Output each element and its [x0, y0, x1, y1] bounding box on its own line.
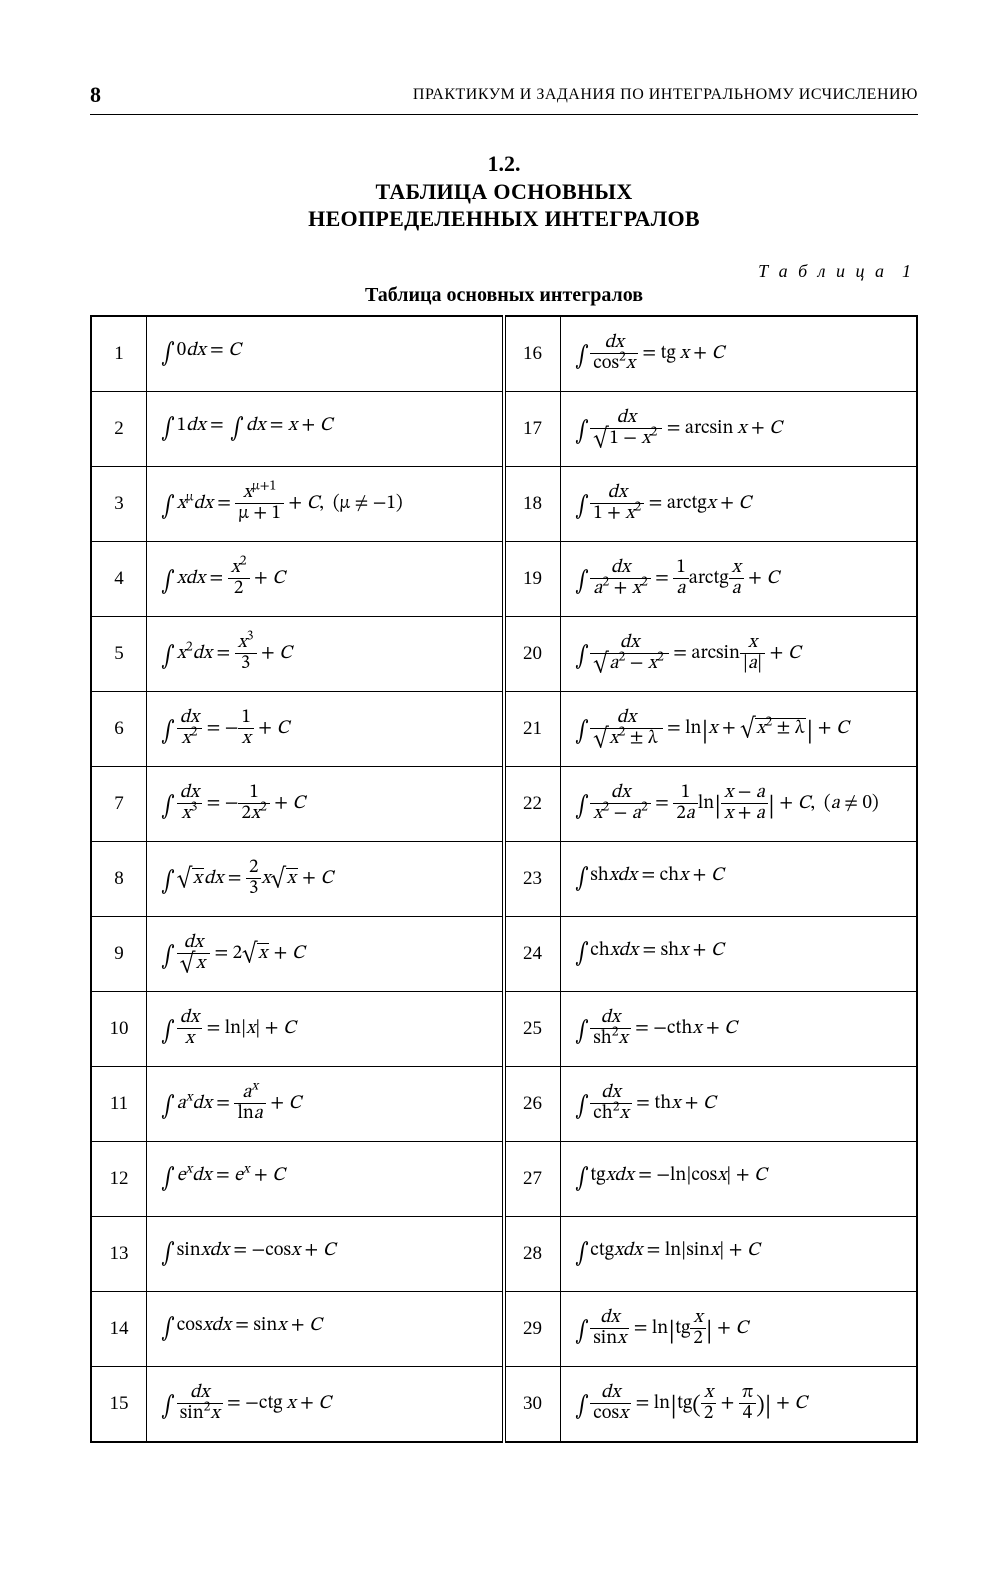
integral-formula: ∫ctgxdx = ln|sinx| + C — [560, 1216, 917, 1291]
row-number: 7 — [91, 766, 147, 841]
table-row: 7 ∫dxx3 = −12x2 + C 22 ∫dxx2 − a2 = 12al… — [91, 766, 917, 841]
running-head: ПРАКТИКУМ И ЗАДАНИЯ ПО ИНТЕГРАЛЬНОМУ ИСЧ… — [200, 86, 918, 104]
row-number: 29 — [504, 1291, 561, 1366]
integral-formula: ∫tgxdx = −ln|cosx| + C — [560, 1141, 917, 1216]
table-row: 6 ∫dxx2 = −1x + C 21 ∫dx√x2 ± λ = ln|x +… — [91, 691, 917, 766]
row-number: 19 — [504, 541, 561, 616]
integral-formula: ∫xdx = x22 + C — [147, 541, 504, 616]
table-row: 10 ∫dxx = ln|x| + C 25 ∫dxsh2x = −cthx +… — [91, 991, 917, 1066]
row-number: 16 — [504, 316, 561, 392]
row-number: 18 — [504, 466, 561, 541]
table-row: 11 ∫axdx = axlna + C 26 ∫dxch2x = thx + … — [91, 1066, 917, 1141]
integral-formula: ∫dxcos2x = tgx + C — [560, 316, 917, 392]
integral-formula: ∫dx1 + x2 = arctgx + C — [560, 466, 917, 541]
integral-formula: ∫x2dx = x33 + C — [147, 616, 504, 691]
integral-formula: ∫shxdx = chx + C — [560, 841, 917, 916]
row-number: 20 — [504, 616, 561, 691]
integral-formula: ∫dxx2 − a2 = 12aln|x − ax + a| + C, (a ≠… — [560, 766, 917, 841]
integral-formula: ∫dxa2 + x2 = 1aarctgxa + C — [560, 541, 917, 616]
row-number: 6 — [91, 691, 147, 766]
integral-formula: ∫1dx = ∫dx = x + C — [147, 391, 504, 466]
row-number: 9 — [91, 916, 147, 991]
integral-formula: ∫dxsin2x = −ctgx + C — [147, 1366, 504, 1442]
row-number: 25 — [504, 991, 561, 1066]
section-heading: 1.2. ТАБЛИЦА ОСНОВНЫХ НЕОПРЕДЕЛЕННЫХ ИНТ… — [90, 150, 918, 233]
table-row: 14 ∫cosxdx = sinx + C 29 ∫dxsinx = ln|tg… — [91, 1291, 917, 1366]
integral-formula: ∫dxx = ln|x| + C — [147, 991, 504, 1066]
row-number: 28 — [504, 1216, 561, 1291]
integrals-table: 1 ∫0dx = C 16 ∫dxcos2x = tgx + C 2 ∫1dx … — [90, 315, 918, 1443]
row-number: 1 — [91, 316, 147, 392]
table-row: 1 ∫0dx = C 16 ∫dxcos2x = tgx + C — [91, 316, 917, 392]
integral-formula: ∫√xdx = 23x√x + C — [147, 841, 504, 916]
integral-formula: ∫dx√x2 ± λ = ln|x + √x2 ± λ| + C — [560, 691, 917, 766]
row-number: 4 — [91, 541, 147, 616]
integral-formula: ∫dxcosx = ln|tg(x2 + π4)| + C — [560, 1366, 917, 1442]
row-number: 17 — [504, 391, 561, 466]
header-rule — [90, 114, 918, 115]
row-number: 27 — [504, 1141, 561, 1216]
integral-formula: ∫dxch2x = thx + C — [560, 1066, 917, 1141]
row-number: 21 — [504, 691, 561, 766]
row-number: 14 — [91, 1291, 147, 1366]
integral-formula: ∫sinxdx = −cosx + C — [147, 1216, 504, 1291]
integral-formula: ∫dxx3 = −12x2 + C — [147, 766, 504, 841]
row-number: 3 — [91, 466, 147, 541]
row-number: 8 — [91, 841, 147, 916]
table-caption: Таблица основных интегралов — [90, 284, 918, 307]
page-number: 8 — [90, 82, 101, 108]
integral-formula: ∫axdx = axlna + C — [147, 1066, 504, 1141]
integral-formula: ∫cosxdx = sinx + C — [147, 1291, 504, 1366]
integral-formula: ∫exdx = ex + C — [147, 1141, 504, 1216]
integral-formula: ∫dxx2 = −1x + C — [147, 691, 504, 766]
table-row: 3 ∫xμdx = xμ+1μ + 1 + C, (μ ≠ −1) 18 ∫dx… — [91, 466, 917, 541]
integral-formula: ∫chxdx = shx + C — [560, 916, 917, 991]
table-row: 4 ∫xdx = x22 + C 19 ∫dxa2 + x2 = 1aarctg… — [91, 541, 917, 616]
row-number: 10 — [91, 991, 147, 1066]
section-title-line1: ТАБЛИЦА ОСНОВНЫХ — [90, 178, 918, 206]
row-number: 23 — [504, 841, 561, 916]
table-row: 9 ∫dx√x = 2√x + C 24 ∫chxdx = shx + C — [91, 916, 917, 991]
section-number: 1.2. — [90, 150, 918, 178]
integral-formula: ∫dx√a2 − x2 = arcsinx|a| + C — [560, 616, 917, 691]
row-number: 13 — [91, 1216, 147, 1291]
table-label: Т а б л и ц а 1 — [90, 261, 918, 282]
row-number: 12 — [91, 1141, 147, 1216]
table-row: 8 ∫√xdx = 23x√x + C 23 ∫shxdx = chx + C — [91, 841, 917, 916]
integral-formula: ∫dx√x = 2√x + C — [147, 916, 504, 991]
table-row: 15 ∫dxsin2x = −ctgx + C 30 ∫dxcosx = ln|… — [91, 1366, 917, 1442]
table-row: 12 ∫exdx = ex + C 27 ∫tgxdx = −ln|cosx| … — [91, 1141, 917, 1216]
row-number: 5 — [91, 616, 147, 691]
integral-formula: ∫0dx = C — [147, 316, 504, 392]
table-row: 13 ∫sinxdx = −cosx + C 28 ∫ctgxdx = ln|s… — [91, 1216, 917, 1291]
section-title-line2: НЕОПРЕДЕЛЕННЫХ ИНТЕГРАЛОВ — [90, 205, 918, 233]
table-row: 5 ∫x2dx = x33 + C 20 ∫dx√a2 − x2 = arcsi… — [91, 616, 917, 691]
table-row: 2 ∫1dx = ∫dx = x + C 17 ∫dx√1 − x2 = arc… — [91, 391, 917, 466]
row-number: 2 — [91, 391, 147, 466]
integral-formula: ∫dxsinx = ln|tgx2| + C — [560, 1291, 917, 1366]
row-number: 30 — [504, 1366, 561, 1442]
row-number: 22 — [504, 766, 561, 841]
row-number: 24 — [504, 916, 561, 991]
row-number: 11 — [91, 1066, 147, 1141]
integral-formula: ∫dx√1 − x2 = arcsinx + C — [560, 391, 917, 466]
integral-formula: ∫dxsh2x = −cthx + C — [560, 991, 917, 1066]
integral-formula: ∫xμdx = xμ+1μ + 1 + C, (μ ≠ −1) — [147, 466, 504, 541]
row-number: 15 — [91, 1366, 147, 1442]
row-number: 26 — [504, 1066, 561, 1141]
